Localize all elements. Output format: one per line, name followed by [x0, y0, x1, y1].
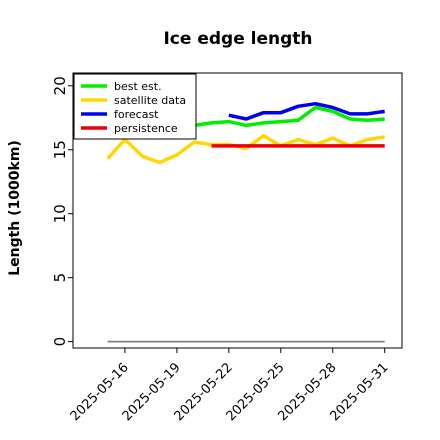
series-line-satellite-data: [106, 133, 385, 165]
series-line-forecast: [228, 101, 385, 121]
legend-label: satellite data: [114, 94, 186, 107]
y-axis-label: Length (1000km): [7, 140, 23, 276]
y-tick-label: 20: [51, 76, 69, 95]
y-tick-label: 0: [51, 337, 69, 347]
legend-label: best est.: [114, 80, 162, 93]
y-tick-label: 15: [51, 140, 69, 159]
legend-label: forecast: [114, 108, 159, 121]
legend-label: persistence: [114, 122, 178, 135]
plot-area: 051015202025-05-162025-05-192025-05-2220…: [51, 72, 403, 424]
y-tick-label: 10: [51, 204, 69, 223]
series-line-best-est-: [193, 105, 385, 128]
y-tick-label: 5: [51, 273, 69, 283]
plot-frame: [72, 72, 403, 349]
chart-title: Ice edge length: [163, 29, 312, 49]
